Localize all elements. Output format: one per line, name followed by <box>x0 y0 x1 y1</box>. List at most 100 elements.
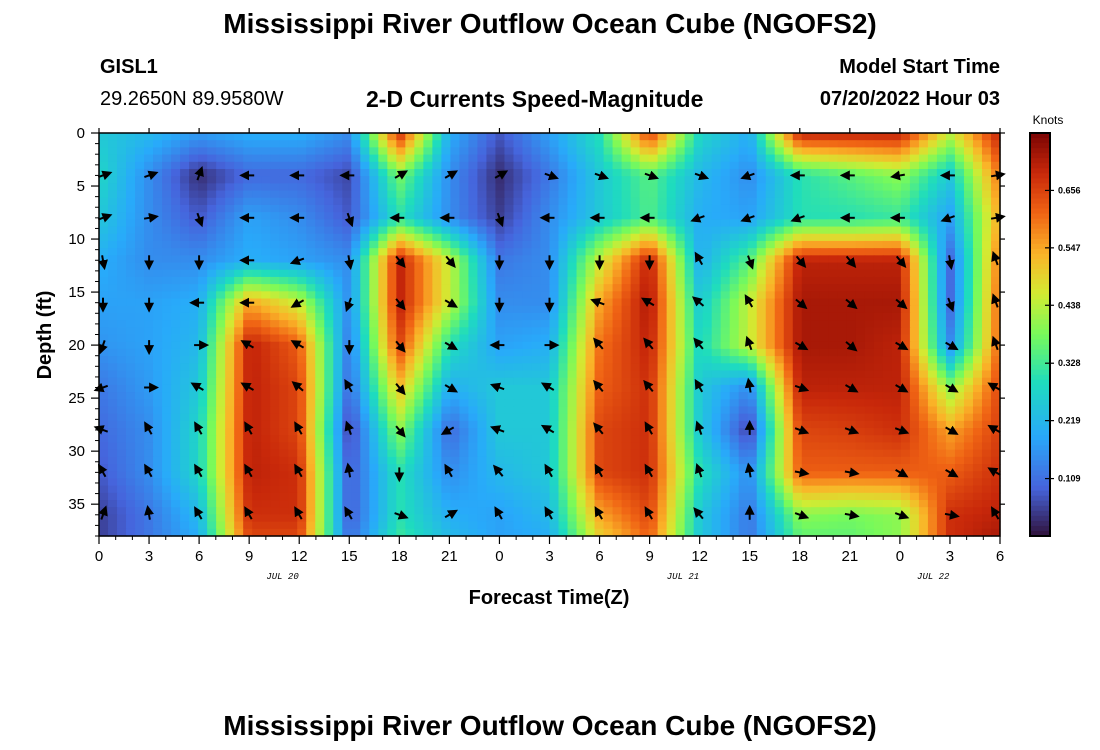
heatmap-cell <box>810 291 821 300</box>
heatmap-cell <box>279 449 289 458</box>
heatmap-cell <box>639 471 650 480</box>
heatmap-cell <box>99 320 109 328</box>
heatmap-cell <box>864 442 875 451</box>
heatmap-cell <box>99 248 109 256</box>
heatmap-cell <box>423 449 433 458</box>
heatmap-cell <box>891 190 902 199</box>
heatmap-cell <box>360 363 370 372</box>
heatmap-cell <box>207 428 217 436</box>
heatmap-cell <box>225 413 235 422</box>
heatmap-cell <box>558 320 569 328</box>
heatmap-cell <box>675 248 686 256</box>
heatmap-cell <box>729 197 740 206</box>
heatmap-cell <box>828 449 839 458</box>
heatmap-cell <box>567 190 578 199</box>
heatmap-cell <box>144 377 154 386</box>
heatmap-cell <box>810 428 821 436</box>
heatmap-cell <box>333 312 343 321</box>
heatmap-cell <box>630 154 641 163</box>
heatmap-cell <box>657 226 668 235</box>
heatmap-cell <box>936 442 947 451</box>
heatmap-cell <box>612 399 623 408</box>
heatmap-cell <box>144 140 154 148</box>
heatmap-cell <box>126 154 136 163</box>
heatmap-cell <box>819 284 830 292</box>
heatmap-cell <box>918 363 929 372</box>
heatmap-cell <box>684 276 695 285</box>
heatmap-cell <box>441 471 451 480</box>
heatmap-cell <box>900 456 911 465</box>
heatmap-cell <box>441 435 451 444</box>
heatmap-cell <box>738 478 749 487</box>
heatmap-cell <box>531 392 542 400</box>
heatmap-cell <box>774 305 785 314</box>
heatmap-cell <box>981 291 992 300</box>
heatmap-cell <box>666 161 677 170</box>
heatmap-cell <box>270 147 280 156</box>
heatmap-cell <box>252 140 262 148</box>
heatmap-cell <box>909 384 920 393</box>
heatmap-cell <box>549 320 560 328</box>
heatmap-cell <box>405 233 415 242</box>
heatmap-cell <box>900 392 911 400</box>
heatmap-cell <box>630 399 641 408</box>
heatmap-cell <box>954 392 965 400</box>
heatmap-cell <box>378 176 388 184</box>
heatmap-cell <box>459 442 470 451</box>
heatmap-cell <box>531 147 542 156</box>
heatmap-cell <box>342 356 352 364</box>
heatmap-cell <box>279 406 289 415</box>
heatmap-cell <box>153 255 163 264</box>
heatmap-cell <box>216 449 226 458</box>
heatmap-cell <box>513 168 524 177</box>
heatmap-cell <box>918 348 929 357</box>
heatmap-cell <box>639 327 650 336</box>
heatmap-cell <box>261 478 271 487</box>
heatmap-cell <box>405 363 415 372</box>
heatmap-cell <box>621 478 632 487</box>
heatmap-cell <box>207 291 217 300</box>
heatmap-cell <box>180 284 190 292</box>
heatmap-cell <box>954 197 965 206</box>
heatmap-cell <box>846 305 857 314</box>
heatmap-cell <box>900 320 911 328</box>
heatmap-cell <box>126 133 136 141</box>
heatmap-cell <box>837 413 848 422</box>
heatmap-cell <box>828 176 839 184</box>
heatmap-cell <box>684 348 695 357</box>
heatmap-cell <box>576 327 587 336</box>
heatmap-cell <box>558 269 569 278</box>
heatmap-cell <box>360 334 370 343</box>
heatmap-cell <box>945 413 956 422</box>
heatmap-cell <box>747 226 758 235</box>
heatmap-cell <box>432 320 442 328</box>
heatmap-cell <box>279 161 289 170</box>
heatmap-cell <box>486 140 497 148</box>
heatmap-cell <box>99 413 109 422</box>
heatmap-cell <box>990 240 1001 249</box>
heatmap-cell <box>828 356 839 364</box>
heatmap-cell <box>711 190 722 199</box>
heatmap-cell <box>927 435 938 444</box>
heatmap-cell <box>747 140 758 148</box>
heatmap-cell <box>747 449 758 458</box>
heatmap-cell <box>396 377 406 386</box>
heatmap-cell <box>432 233 442 242</box>
heatmap-cell <box>855 140 866 148</box>
heatmap-cell <box>810 341 821 350</box>
heatmap-cell <box>702 442 713 451</box>
heatmap-cell <box>315 464 325 472</box>
heatmap-cell <box>297 370 307 379</box>
heatmap-cell <box>126 327 136 336</box>
heatmap-cell <box>441 478 451 487</box>
heatmap-cell <box>558 356 569 364</box>
heatmap-cell <box>423 442 433 451</box>
heatmap-cell <box>225 428 235 436</box>
heatmap-cell <box>603 248 614 256</box>
heatmap-cell <box>504 420 515 429</box>
heatmap-cell <box>441 334 451 343</box>
heatmap-cell <box>315 370 325 379</box>
heatmap-cell <box>612 406 623 415</box>
heatmap-cell <box>891 248 902 256</box>
heatmap-cell <box>846 413 857 422</box>
